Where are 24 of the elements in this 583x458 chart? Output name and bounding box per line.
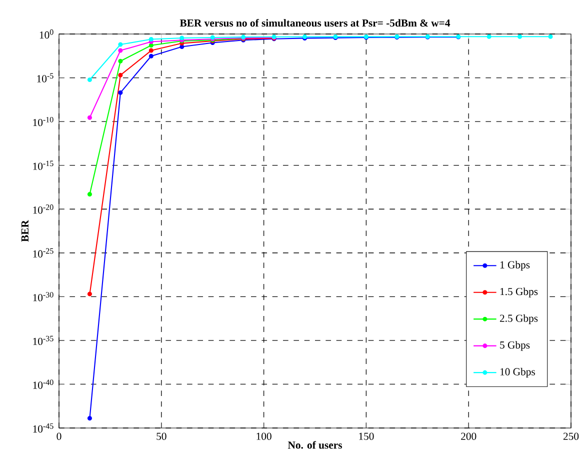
y-tick-label: 10$^{-45}$ (33, 423, 54, 433)
x-tick-label: 0 (56, 432, 62, 440)
y-tick-label: 10$^{-35}$ (33, 336, 54, 346)
x-tick-label: 200 (461, 432, 476, 440)
legend-label: 1.5 Gbps (500, 288, 538, 298)
y-tick-label: 10$^{-20}$ (33, 204, 54, 214)
x-tick-label: 50 (156, 432, 166, 440)
y-tick-label: 10$^{-10}$ (33, 116, 54, 126)
legend-label: 10 Gbps (500, 368, 535, 378)
chart-title: BER versus no of simultaneous users at Psr= -5dBm & w=4 (180, 18, 450, 27)
y-tick-label: 10$^{0}$ (40, 29, 54, 39)
y-tick-label: 10$^{-30}$ (33, 292, 54, 302)
y-axis-title: BER (21, 220, 28, 242)
y-tick-label: 10$^{-5}$ (37, 73, 54, 82)
x-tick-label: 250 (563, 432, 579, 440)
legend-label: 2.5 Gbps (500, 314, 538, 324)
x-tick-label: 150 (359, 432, 374, 440)
x-tick-label: 100 (256, 432, 272, 440)
y-tick-label: 10$^{-15}$ (33, 160, 54, 170)
legend-label: 5 Gbps (500, 341, 530, 351)
legend-label: 1 Gbps (500, 260, 530, 271)
x-axis-title: No. of users (288, 441, 342, 449)
y-tick-label: 10$^{-25}$ (33, 248, 54, 258)
y-tick-label: 10$^{-40}$ (33, 380, 54, 389)
